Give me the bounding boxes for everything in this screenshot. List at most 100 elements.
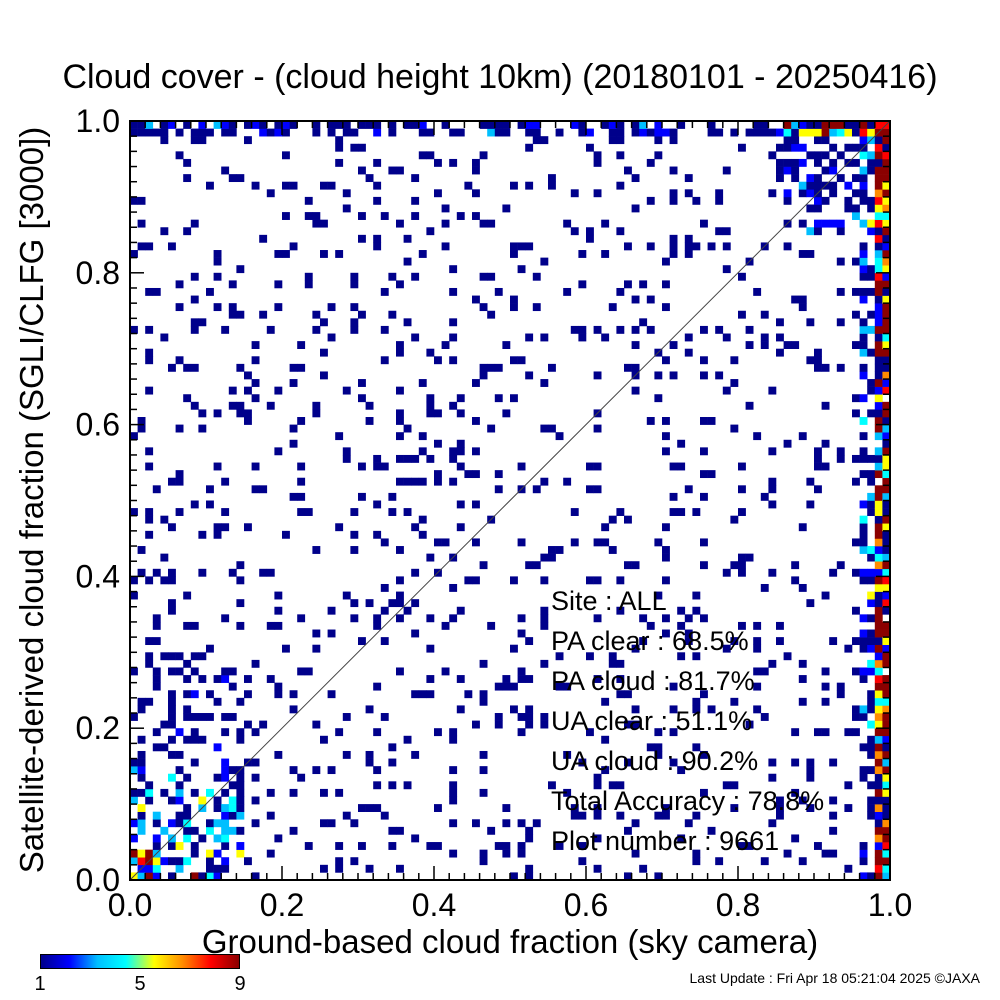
heatmap-cell xyxy=(616,227,625,236)
heatmap-cell xyxy=(244,409,252,418)
heatmap-cell xyxy=(396,219,404,228)
heatmap-cell xyxy=(502,819,511,828)
heatmap-cell xyxy=(175,424,184,433)
heatmap-cell xyxy=(882,454,891,463)
heatmap-cell xyxy=(380,637,389,646)
heatmap-cell xyxy=(874,295,883,304)
heatmap-cell xyxy=(221,121,230,129)
heatmap-cell xyxy=(487,128,496,137)
heatmap-cell xyxy=(852,143,860,152)
heatmap-cell xyxy=(882,834,891,843)
y-tick-labels: 0.00.20.40.60.81.0 xyxy=(76,103,120,898)
heatmap-cell xyxy=(882,819,891,828)
heatmap-cell xyxy=(608,652,617,661)
heatmap-cell xyxy=(844,196,853,205)
heatmap-cell xyxy=(563,287,572,296)
heatmap-cell xyxy=(601,250,610,258)
heatmap-cell xyxy=(662,303,670,312)
heatmap-cell xyxy=(791,561,800,570)
heatmap-cell xyxy=(578,128,587,137)
heatmap-cell xyxy=(654,872,663,881)
heatmap-cell xyxy=(616,287,625,296)
heatmap-cell xyxy=(669,189,678,198)
heatmap-cell xyxy=(213,864,222,873)
heatmap-cell xyxy=(198,652,207,661)
heatmap-cell xyxy=(160,136,169,145)
heatmap-cell xyxy=(396,546,404,554)
heatmap-cell xyxy=(487,424,496,433)
heatmap-cell xyxy=(517,614,526,623)
heatmap-cell xyxy=(304,280,313,289)
heatmap-cell xyxy=(228,766,237,775)
heatmap-cell xyxy=(289,424,298,433)
heatmap-cell xyxy=(791,143,800,152)
heatmap-cell xyxy=(266,325,275,334)
heatmap-cell xyxy=(624,242,632,251)
heatmap-cell xyxy=(654,128,663,137)
heatmap-cell xyxy=(700,492,708,501)
heatmap-cell xyxy=(867,310,876,319)
heatmap-cell xyxy=(213,303,222,312)
heatmap-cell xyxy=(251,356,260,365)
heatmap-cell xyxy=(365,705,374,714)
heatmap-cell xyxy=(867,158,876,167)
heatmap-cell xyxy=(874,287,883,296)
heatmap-cell xyxy=(525,143,534,152)
heatmap-cell xyxy=(692,652,701,661)
y-tick-label: 0.0 xyxy=(76,862,120,898)
heatmap-cell xyxy=(540,606,549,615)
heatmap-cell xyxy=(882,432,891,441)
heatmap-cell xyxy=(882,508,891,516)
heatmap-cell xyxy=(684,174,693,183)
heatmap-cell xyxy=(152,842,161,850)
x-tick-labels: 0.0 0.2 0.4 0.6 0.8 1.0 xyxy=(108,887,912,923)
heatmap-cell xyxy=(859,174,868,183)
heatmap-cell xyxy=(882,530,891,539)
heatmap-cell xyxy=(145,462,154,471)
heatmap-cell xyxy=(304,272,313,281)
heatmap-cell xyxy=(289,766,298,775)
heatmap-cell xyxy=(593,485,602,494)
heatmap-cell xyxy=(806,204,815,213)
heatmap-cell xyxy=(221,667,230,676)
heatmap-cell xyxy=(874,629,883,638)
heatmap-cell xyxy=(426,394,435,403)
heatmap-cell xyxy=(418,151,427,160)
heatmap-cell xyxy=(631,204,640,213)
heatmap-cell xyxy=(426,553,435,562)
heatmap-cell xyxy=(867,637,876,646)
heatmap-cell xyxy=(874,454,883,463)
heatmap-cell xyxy=(487,272,496,281)
heatmap-cell xyxy=(836,287,845,296)
heatmap-cell xyxy=(791,136,800,145)
heatmap-cell xyxy=(882,348,891,357)
heatmap-cell xyxy=(882,219,891,228)
heatmap-cell xyxy=(874,212,883,220)
heatmap-cell xyxy=(320,371,328,380)
heatmap-cell xyxy=(168,705,176,714)
heatmap-cell xyxy=(548,553,556,562)
heatmap-cell xyxy=(684,242,693,251)
heatmap-cell xyxy=(282,212,290,220)
heatmap-cell xyxy=(859,576,868,585)
heatmap-cell xyxy=(342,121,351,129)
heatmap-cell xyxy=(882,212,891,220)
heatmap-cell xyxy=(289,363,298,372)
heatmap-cell xyxy=(882,356,891,365)
heatmap-cell xyxy=(852,287,860,296)
heatmap-cell xyxy=(662,614,670,623)
heatmap-cell xyxy=(859,196,868,205)
heatmap-cell xyxy=(639,318,648,327)
heatmap-cell xyxy=(814,121,822,129)
heatmap-cell xyxy=(137,568,146,577)
heatmap-cell xyxy=(821,166,830,175)
heatmap-cell xyxy=(646,242,655,251)
heatmap-cell xyxy=(350,280,359,289)
heatmap-cell xyxy=(874,690,883,699)
heatmap-cell xyxy=(221,713,230,721)
heatmap-cell xyxy=(221,811,230,820)
heatmap-cell xyxy=(327,121,336,129)
heatmap-cell xyxy=(882,128,891,137)
heatmap-cell xyxy=(228,310,237,319)
heatmap-cell xyxy=(251,121,260,129)
